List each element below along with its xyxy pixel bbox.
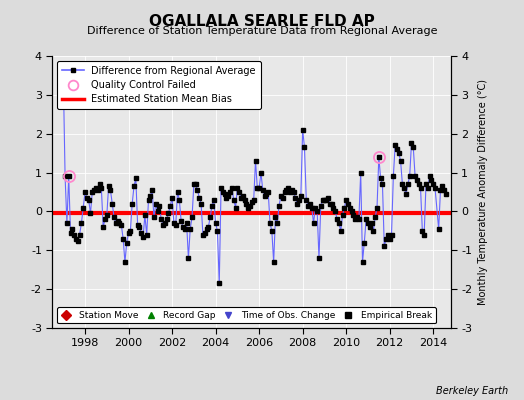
Text: Berkeley Earth: Berkeley Earth <box>436 386 508 396</box>
Text: Difference of Station Temperature Data from Regional Average: Difference of Station Temperature Data f… <box>87 26 437 36</box>
Legend: Station Move, Record Gap, Time of Obs. Change, Empirical Break: Station Move, Record Gap, Time of Obs. C… <box>57 307 435 324</box>
Text: OGALLALA SEARLE FLD AP: OGALLALA SEARLE FLD AP <box>149 14 375 29</box>
Y-axis label: Monthly Temperature Anomaly Difference (°C): Monthly Temperature Anomaly Difference (… <box>478 79 488 305</box>
